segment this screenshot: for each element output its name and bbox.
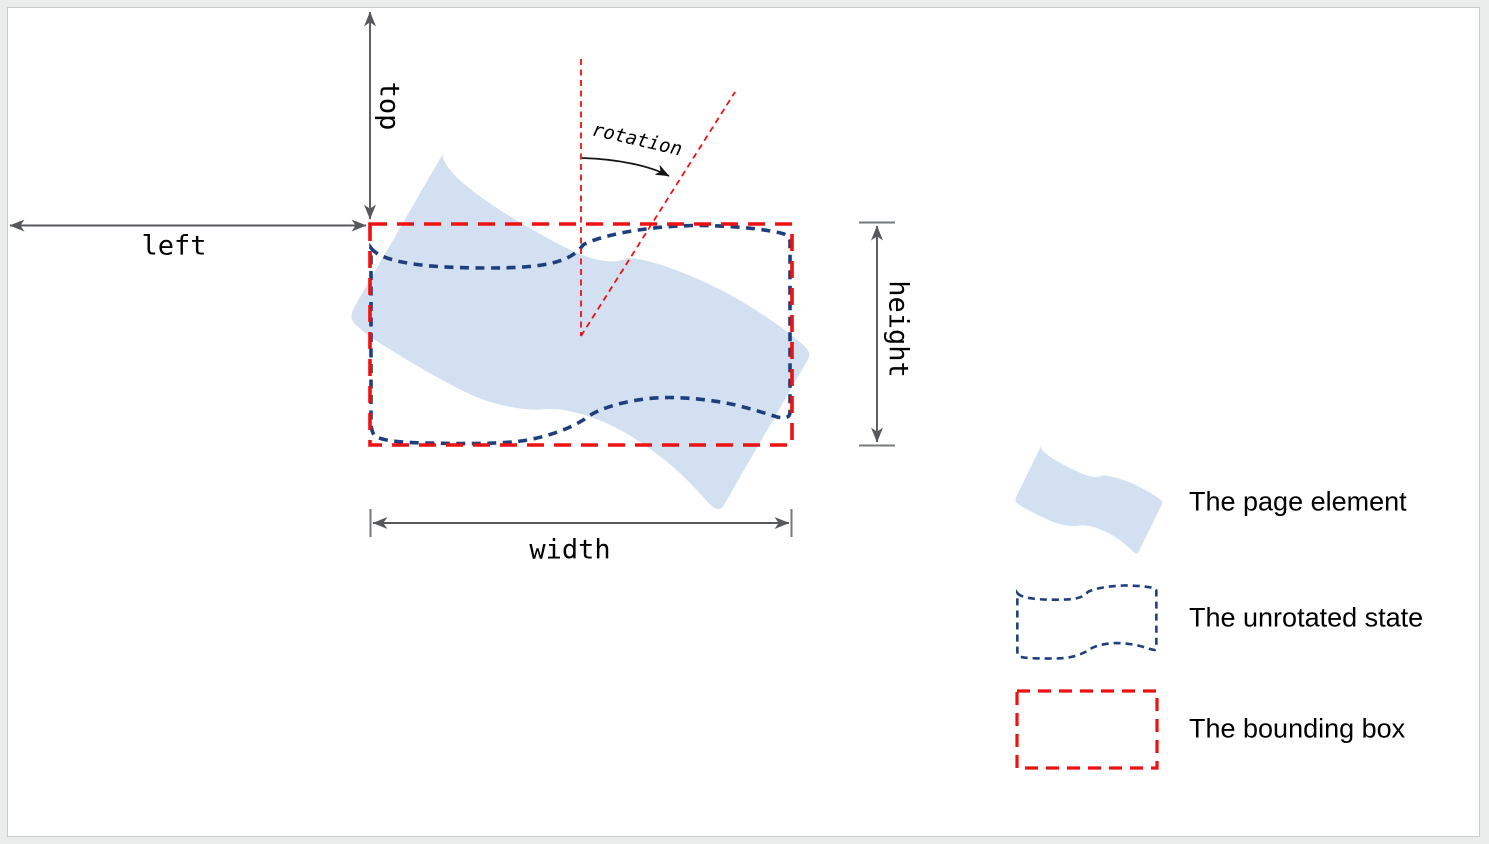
legend-swatch-unrotated-state: [1016, 584, 1158, 660]
legend-swatch-page-element: [1013, 440, 1165, 562]
legend-label-unrotated-state: The unrotated state: [1189, 602, 1424, 633]
legend-swatch-bounding-box: [1015, 689, 1159, 770]
rotation-arc-arrow: [581, 157, 670, 177]
left-label: left: [141, 230, 207, 262]
legend-label-bounding-box: The bounding box: [1189, 713, 1406, 744]
bounding-box-rect: [368, 222, 794, 447]
legend-label-page-element: The page element: [1189, 486, 1407, 517]
top-label: top: [373, 81, 405, 131]
height-label: height: [882, 280, 914, 378]
width-label: width: [529, 534, 611, 566]
